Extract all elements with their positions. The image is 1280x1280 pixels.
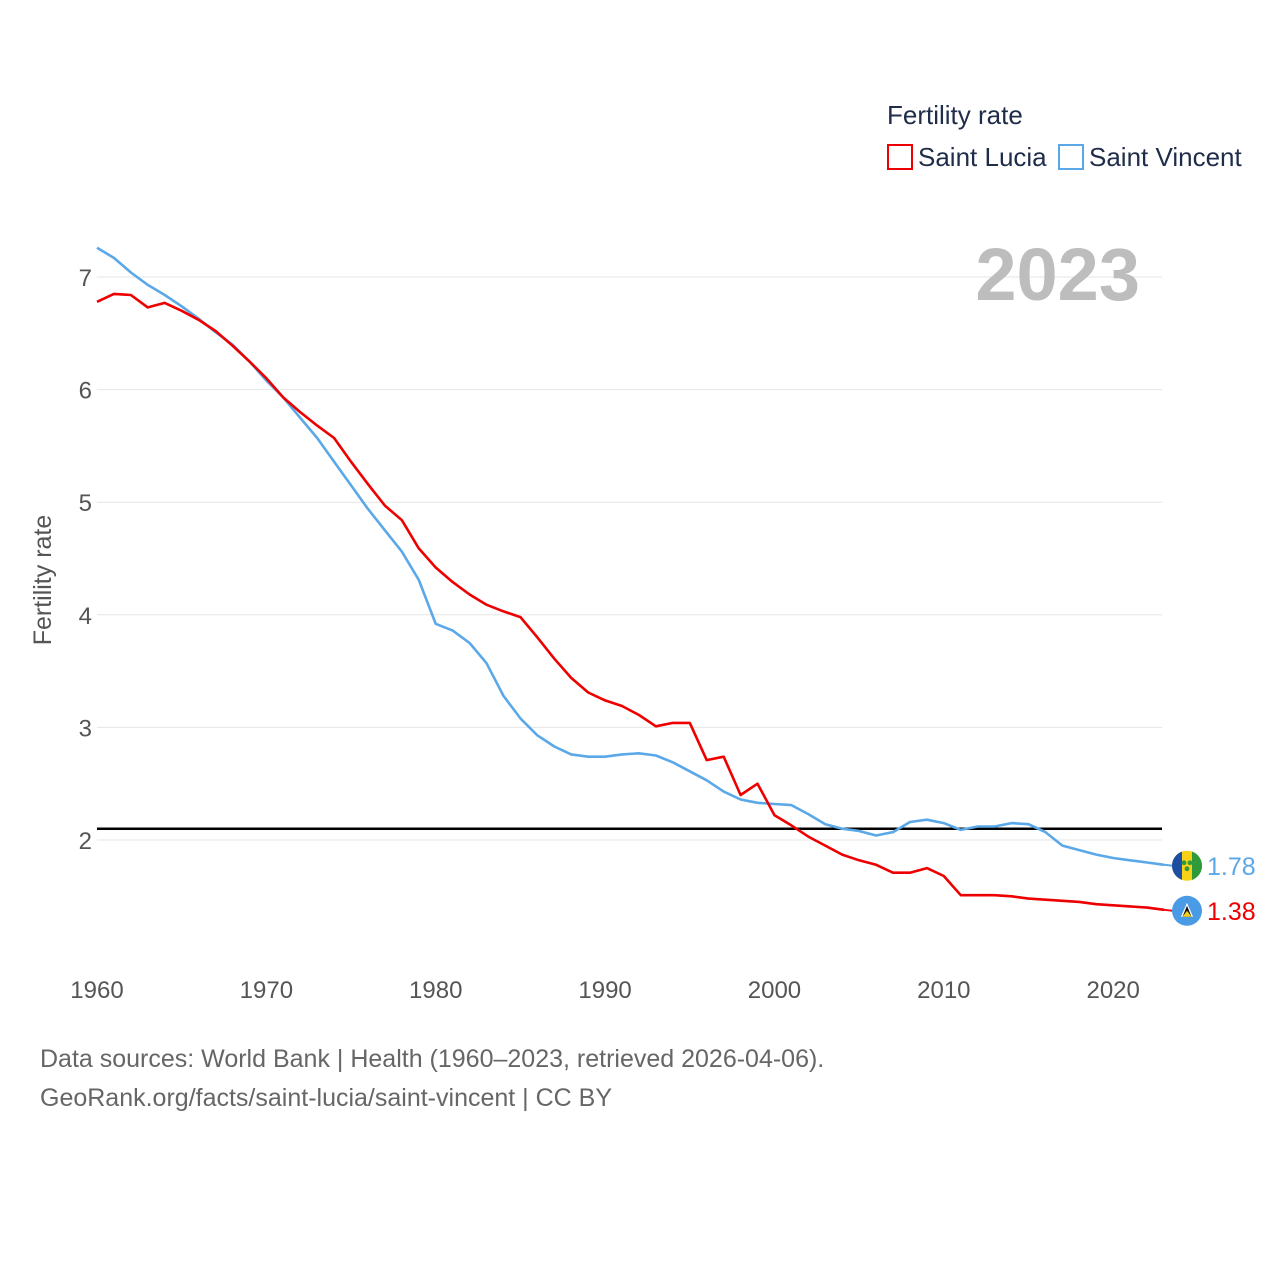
gridlines <box>97 276 1162 841</box>
footer: Data sources: World Bank | Health (1960–… <box>40 1040 824 1118</box>
end-value-saint-vincent: 1.78 <box>1207 853 1256 881</box>
legend-swatch-saint-vincent[interactable] <box>1058 144 1084 170</box>
x-tick-label: 2020 <box>1086 977 1139 1004</box>
x-tick-label: 2000 <box>748 977 801 1004</box>
fertility-line-chart: 2 3 4 5 6 7 1960 1970 1980 1990 2000 2010 2020 Fert… <box>29 100 1256 1004</box>
end-connector-saint-vincent <box>1163 863 1174 867</box>
x-tick-label: 1990 <box>578 977 631 1004</box>
legend-label-saint-lucia[interactable]: Saint Lucia <box>918 142 1047 172</box>
y-tick-label: 5 <box>79 490 92 517</box>
y-axis-ticks: 2 3 4 5 6 7 <box>79 265 92 855</box>
y-tick-label: 6 <box>79 378 92 405</box>
attribution-link[interactable]: GeoRank.org/facts/saint-lucia/saint-vinc… <box>40 1084 613 1112</box>
x-tick-label: 1970 <box>240 977 293 1004</box>
x-tick-label: 2010 <box>917 977 970 1004</box>
legend-label-saint-vincent[interactable]: Saint Vincent <box>1089 142 1243 172</box>
x-tick-label: 1980 <box>409 977 462 1004</box>
saint-vincent-flag-icon <box>1172 850 1202 881</box>
saint-lucia-flag-icon <box>1172 895 1202 926</box>
x-axis-ticks: 1960 1970 1980 1990 2000 2010 2020 <box>70 977 1140 1004</box>
series-lines <box>96 246 1165 912</box>
legend: Fertility rate Saint Lucia Saint Vincent <box>887 100 1243 172</box>
year-label: 2023 <box>975 233 1140 316</box>
y-tick-label: 7 <box>79 265 92 292</box>
series-line-saint-lucia[interactable] <box>96 292 1165 912</box>
end-markers: 1.78 1.38 <box>1163 850 1256 926</box>
x-tick-label: 1960 <box>70 977 123 1004</box>
data-source-text: Data sources: World Bank | Health (1960–… <box>40 1045 825 1073</box>
y-tick-label: 2 <box>79 828 92 855</box>
series-line-saint-vincent[interactable] <box>96 246 1165 867</box>
y-tick-label: 4 <box>79 603 92 630</box>
end-value-saint-lucia: 1.38 <box>1207 898 1256 926</box>
end-connector-saint-lucia <box>1163 908 1174 912</box>
y-tick-label: 3 <box>79 715 92 742</box>
legend-swatch-saint-lucia[interactable] <box>887 144 913 170</box>
legend-title: Fertility rate <box>887 100 1023 130</box>
y-axis-label: Fertility rate <box>29 515 57 646</box>
